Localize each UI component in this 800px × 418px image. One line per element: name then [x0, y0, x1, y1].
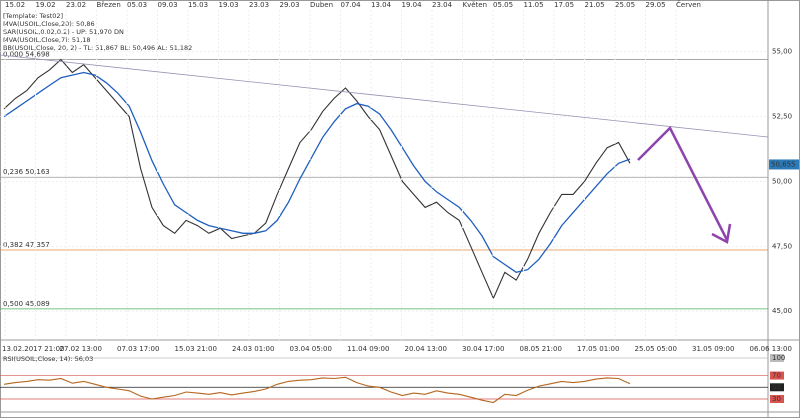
- top-time-label: 21.05: [585, 1, 605, 9]
- arrow-head: [711, 223, 732, 244]
- top-time-label: 15.03: [188, 1, 208, 9]
- top-time-label: 29.05: [646, 1, 666, 9]
- top-time-label: 13.04: [371, 1, 392, 9]
- bottom-time-label: 31.05 09:00: [692, 345, 734, 353]
- top-time-label: 15.02: [5, 1, 25, 9]
- top-time-label: 05.05: [493, 1, 513, 9]
- top-time-label: 25.05: [615, 1, 635, 9]
- bottom-time-label: 27.02 13:00: [60, 345, 102, 353]
- bottom-time-label: 06.06 13:00: [750, 345, 792, 353]
- trend-line: [0, 54, 769, 138]
- fib-label: 0,000 54,698: [3, 51, 50, 59]
- top-time-label: Červen: [676, 0, 701, 9]
- last-price-box: [769, 159, 799, 170]
- fib-label: 0,500 45,089: [3, 300, 50, 308]
- series-line: [3, 376, 631, 404]
- top-time-label: 05.03: [127, 1, 147, 9]
- tick-box: [770, 353, 784, 362]
- y-tick-label: 52,50: [772, 113, 792, 121]
- top-time-label: 09.03: [158, 1, 178, 9]
- top-time-label: 29.03: [280, 1, 300, 9]
- legend-entry: MVA(USOIL,Close,20): 50,86: [3, 20, 95, 28]
- y-tick-label: 47,50: [772, 242, 792, 250]
- tick-box: [770, 371, 784, 380]
- bottom-time-label: 17.05 01:00: [577, 345, 619, 353]
- tick-box: [770, 383, 784, 392]
- y-tick-label: 100: [772, 354, 785, 362]
- legend-entry: [Template: Test02]: [3, 12, 63, 20]
- top-time-label: 19.04: [402, 1, 423, 9]
- y-tick-label: 50,00: [772, 177, 792, 185]
- fib-label: 0,236 50,163: [3, 168, 50, 176]
- top-time-label: 17.05: [554, 1, 574, 9]
- legend-entry: SAR(USOIL,0.02,0.2) - UP: 51,970 DN: [3, 28, 124, 36]
- top-time-label: 23.04: [432, 1, 453, 9]
- top-time-label: 19.03: [219, 1, 239, 9]
- projection-arrow: [637, 125, 729, 241]
- bottom-time-label: 15.03 21:00: [175, 345, 217, 353]
- bottom-time-label: 03.04 05:00: [290, 345, 332, 353]
- top-time-label: 07.04: [341, 1, 362, 9]
- y-tick-label: 30: [772, 395, 781, 403]
- bottom-time-label: 30.04 17:00: [462, 345, 504, 353]
- series-line: [3, 58, 631, 300]
- y-tick-label: 70: [772, 372, 781, 380]
- top-time-label: Duben: [310, 1, 333, 9]
- bottom-time-label: 07.03 17:00: [117, 345, 159, 353]
- fib-label: 0,382 47,357: [3, 241, 50, 249]
- top-time-label: Květen: [463, 1, 488, 9]
- y-tick-label: 45,00: [772, 307, 792, 315]
- top-time-label: 19.02: [36, 1, 56, 9]
- bottom-time-label: 25.05 05:00: [635, 345, 677, 353]
- bottom-time-label: 20.04 13:00: [405, 345, 447, 353]
- top-time-label: Březen: [97, 1, 121, 9]
- bottom-time-label: 24.03 01:00: [232, 345, 274, 353]
- bottom-time-label: 13.02.2017 21:00: [2, 345, 64, 353]
- top-time-label: 23.03: [249, 1, 269, 9]
- legend-entry: MVA(USOIL,Close,7): 51,18: [3, 36, 91, 44]
- legend-entry: RSI(USOIL,Close, 14): 56,03: [3, 355, 93, 363]
- last-price-label: 50,655: [771, 160, 796, 168]
- tick-box: [770, 394, 784, 403]
- bottom-time-label: 08.05 21:00: [520, 345, 562, 353]
- top-time-label: 11.05: [524, 1, 544, 9]
- y-tick-label: 55,00: [772, 48, 792, 56]
- bottom-time-label: 11.04 09:00: [347, 345, 389, 353]
- series-line: [3, 71, 631, 273]
- y-tick-label: 50: [772, 383, 781, 391]
- legend-entry: BB(USOIL,Close, 20, 2) - TL: 51,867 BL: …: [3, 44, 192, 52]
- top-time-label: 23.02: [66, 1, 86, 9]
